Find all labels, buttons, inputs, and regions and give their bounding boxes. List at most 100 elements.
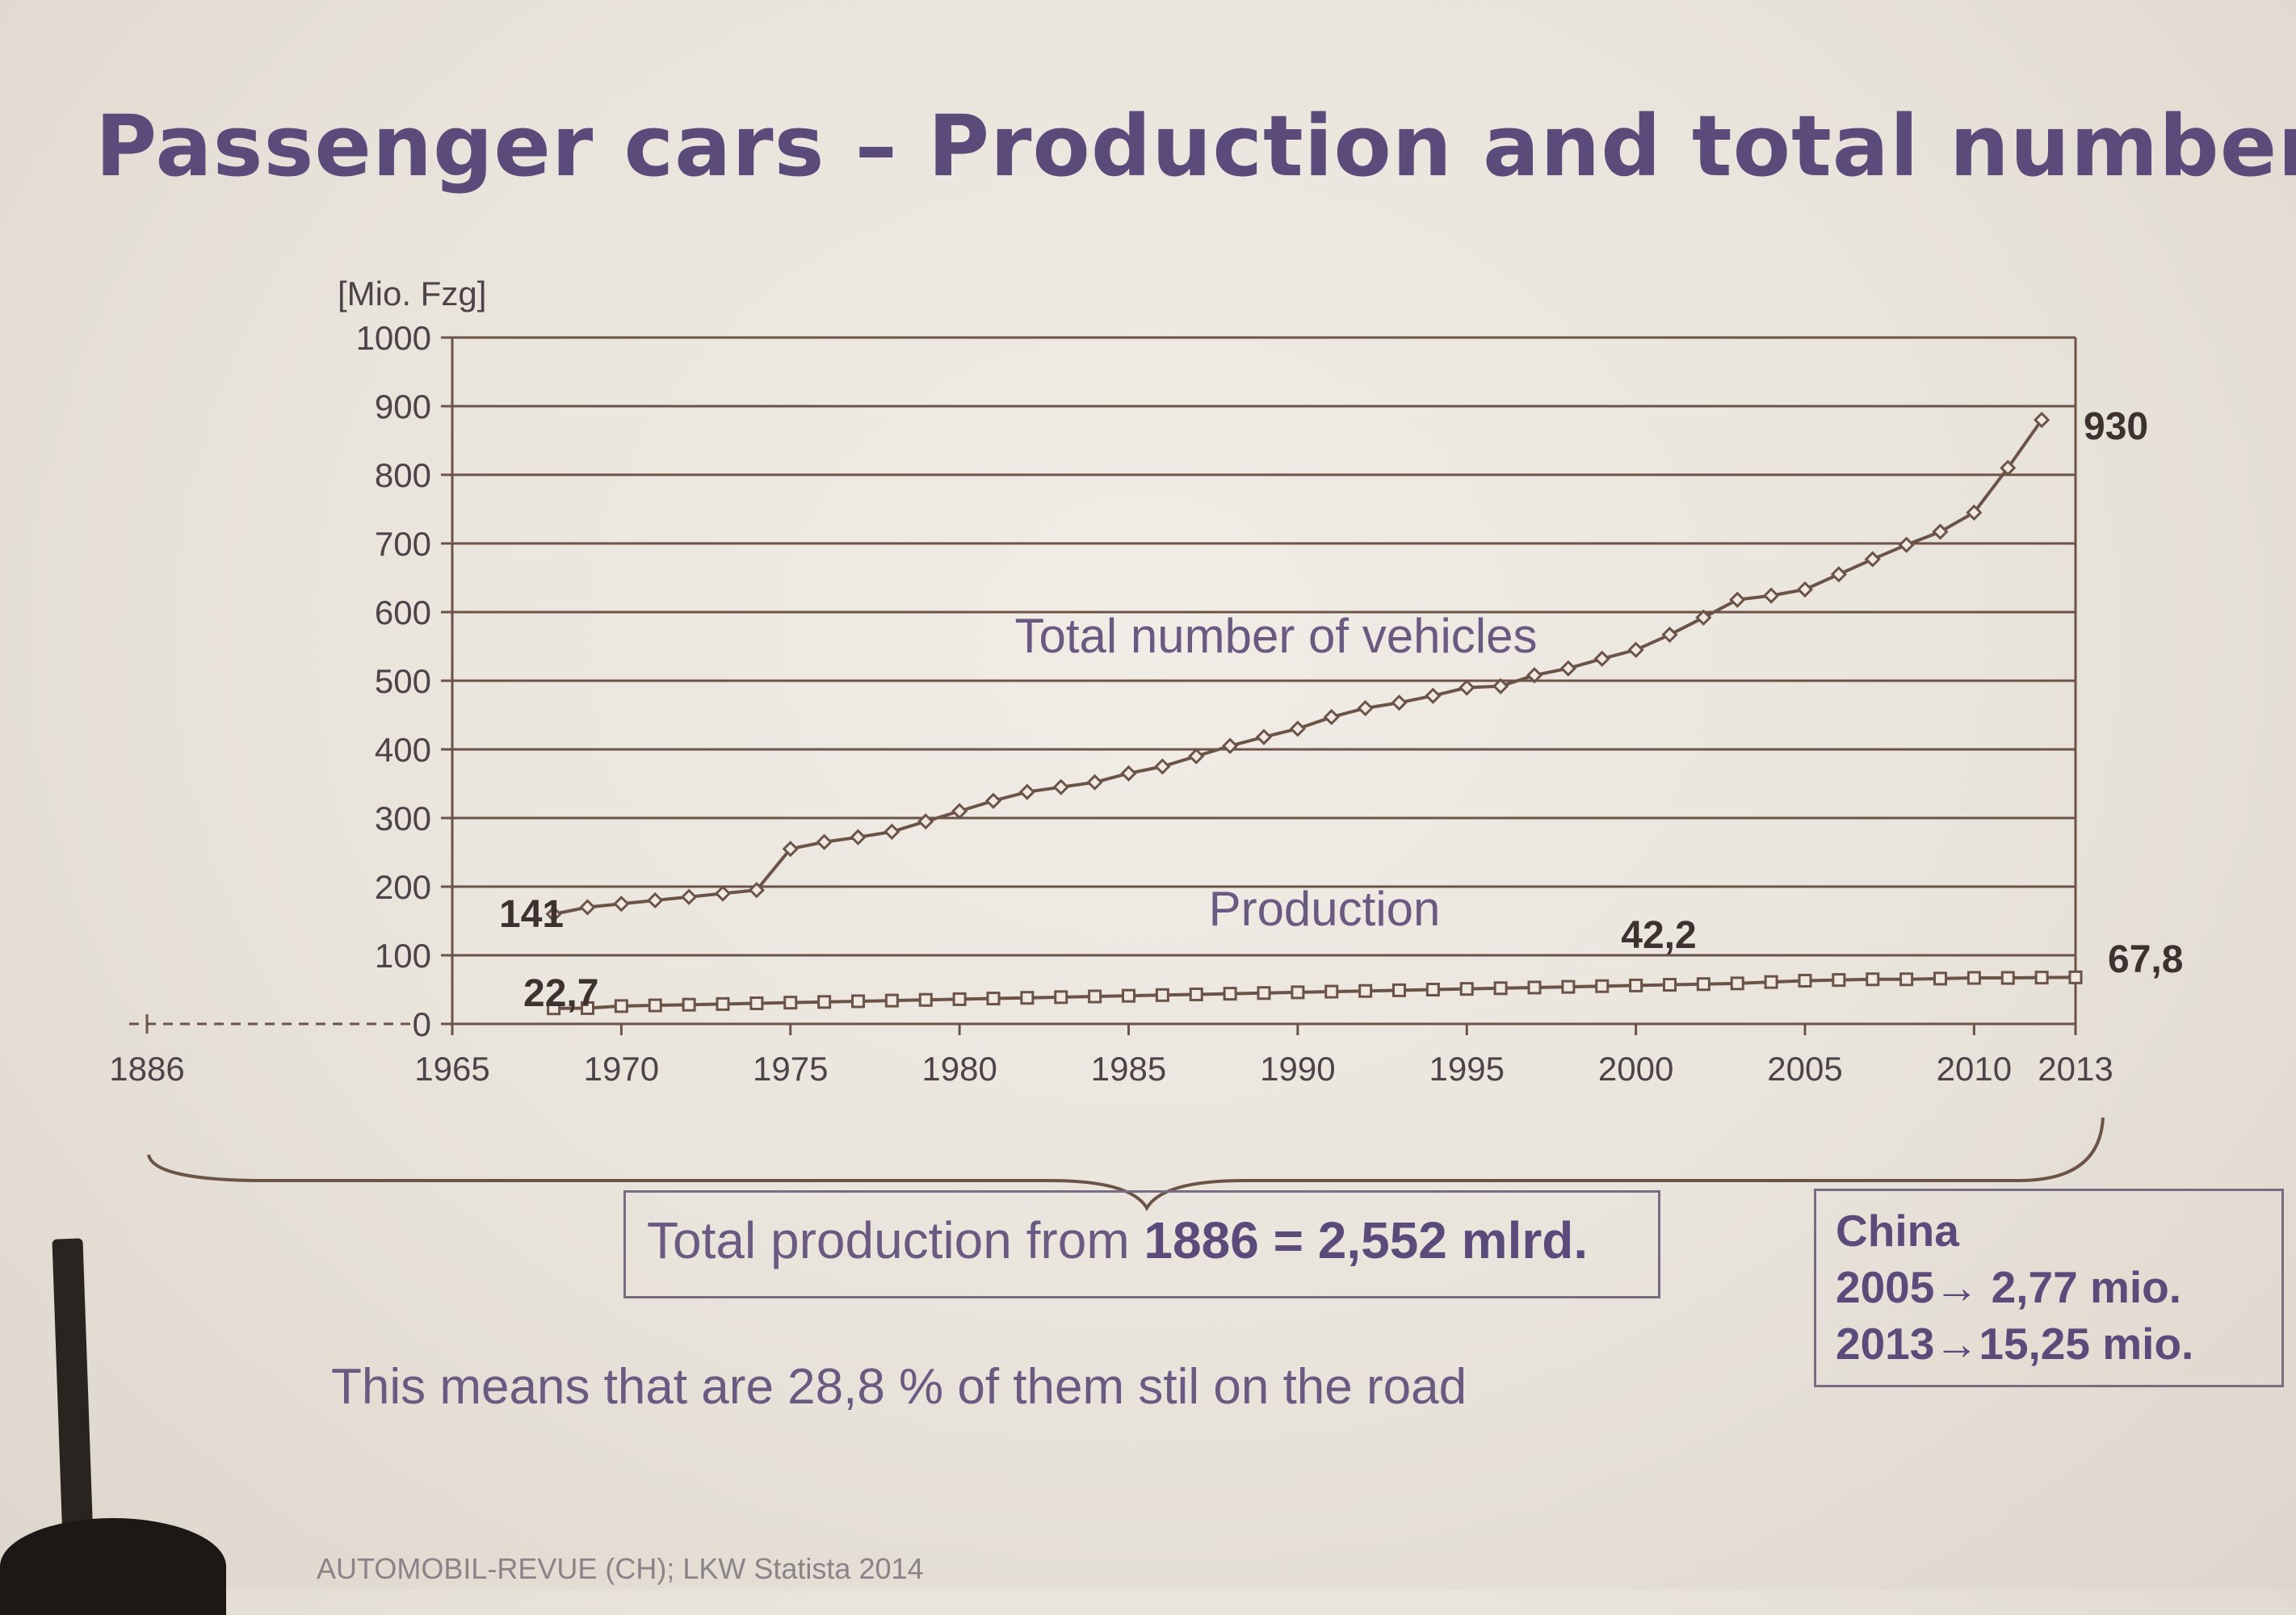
series-label-total: Total number of vehicles (1015, 609, 1538, 663)
point-production-1993 (1392, 983, 1406, 997)
point-production-1994 (1425, 983, 1440, 996)
total-production-prefix: Total production from (647, 1211, 1144, 1269)
point-production-1971 (648, 998, 662, 1013)
point-total-2012 (2034, 411, 2050, 429)
point-production-1989 (1257, 986, 1271, 1000)
annotation-production-start: 22,7 (523, 972, 598, 1015)
point-production-1982 (1020, 991, 1035, 1005)
point-production-1969 (581, 1000, 594, 1015)
point-total-1986 (1154, 758, 1171, 775)
point-production-1995 (1459, 982, 1474, 996)
point-production-1975 (783, 996, 798, 1010)
point-production-1985 (1122, 988, 1135, 1003)
point-total-2008 (1898, 536, 1915, 553)
total-production-box: Total production from 1886 = 2,552 mlrd. (623, 1190, 1660, 1298)
point-production-2012 (2034, 971, 2049, 985)
point-total-1969 (579, 899, 596, 916)
point-total-2010 (1966, 504, 1983, 521)
point-total-1993 (1391, 694, 1408, 711)
point-total-1978 (884, 823, 900, 841)
point-production-1972 (682, 997, 696, 1012)
point-production-1978 (884, 993, 899, 1008)
y-tick-label-100: 100 (375, 937, 431, 975)
point-total-1984 (1086, 774, 1103, 791)
point-production-2002 (1696, 977, 1710, 992)
china-line-2005: 2005→ 2,77 mio. (1836, 1262, 2182, 1312)
point-total-1968 (545, 905, 562, 923)
annotation-production-2000: 42,2 (1621, 914, 1696, 957)
x-tick-label-2005: 2005 (1767, 1050, 1842, 1088)
point-total-1981 (984, 792, 1002, 809)
point-total-1973 (714, 885, 732, 902)
point-production-2001 (1663, 978, 1677, 992)
stand-base (0, 1518, 226, 1615)
slide-title: Passenger cars – Production and total nu… (95, 97, 2296, 195)
point-total-1999 (1593, 650, 1610, 667)
point-production-1988 (1223, 987, 1237, 1001)
series-label-production: Production (1209, 882, 1441, 936)
china-title: China (1836, 1206, 1959, 1256)
china-line-2013: 2013→15,25 mio. (1836, 1319, 2194, 1369)
point-total-1996 (1492, 677, 1509, 694)
point-production-2007 (1866, 972, 1880, 987)
source-citation: AUTOMOBIL-REVUE (CH); LKW Statista 2014 (317, 1552, 924, 1585)
point-production-1998 (1561, 979, 1576, 994)
point-total-1990 (1289, 720, 1306, 737)
x-origin-label: 1886 (109, 1050, 184, 1088)
series-line-production (553, 975, 2076, 1010)
point-total-1972 (681, 888, 698, 905)
y-tick-label-600: 600 (375, 594, 431, 631)
point-production-2005 (1798, 973, 1812, 988)
point-total-1975 (782, 841, 799, 858)
y-tick-label-500: 500 (375, 662, 431, 700)
point-production-1991 (1324, 984, 1339, 999)
point-total-1987 (1188, 748, 1205, 765)
point-total-1988 (1222, 737, 1239, 754)
y-tick-label-200: 200 (375, 868, 431, 906)
point-total-2003 (1729, 591, 1746, 608)
point-production-2000 (1629, 978, 1643, 992)
point-production-2010 (1967, 971, 1981, 985)
point-total-1979 (917, 813, 934, 830)
point-production-2009 (1933, 971, 1947, 986)
x-tick-label-1965: 1965 (414, 1050, 489, 1088)
point-production-1977 (851, 994, 865, 1009)
point-production-1968 (547, 1001, 561, 1016)
point-total-1982 (1018, 783, 1035, 800)
point-total-2009 (1932, 523, 1949, 540)
point-production-2011 (2000, 971, 2015, 985)
point-production-2006 (1832, 973, 1846, 988)
x-tick-label-1985: 1985 (1091, 1050, 1166, 1088)
point-production-1997 (1527, 980, 1542, 995)
x-tick-label-1970: 1970 (584, 1050, 659, 1088)
point-production-1974 (749, 996, 764, 1010)
point-total-1998 (1559, 660, 1576, 677)
point-total-1977 (850, 828, 867, 845)
point-total-2000 (1627, 641, 1644, 658)
x-tick-label-1995: 1995 (1429, 1050, 1505, 1088)
y-tick-label-1000: 1000 (356, 319, 431, 357)
point-total-1997 (1526, 667, 1543, 684)
x-tick-label-2000: 2000 (1598, 1050, 1673, 1088)
summary-brace (147, 1117, 2105, 1211)
series-line-total (553, 418, 2043, 916)
point-total-1976 (816, 833, 833, 850)
y-tick-label-800: 800 (375, 456, 431, 494)
point-total-1991 (1323, 708, 1340, 726)
point-total-1983 (1052, 778, 1069, 795)
point-total-2007 (1864, 551, 1881, 568)
road-share-note: This means that are 28,8 % of them stil … (331, 1359, 1467, 1415)
point-production-2004 (1764, 975, 1778, 989)
point-production-2008 (1899, 972, 1914, 987)
point-production-1980 (952, 992, 967, 1006)
point-total-2002 (1695, 609, 1712, 626)
point-production-1986 (1155, 988, 1169, 1002)
y-tick-label-0: 0 (413, 1005, 431, 1043)
point-production-2003 (1730, 976, 1744, 991)
point-total-1992 (1357, 699, 1374, 717)
point-total-2004 (1763, 587, 1780, 604)
point-total-1995 (1459, 679, 1475, 696)
x-tick-label-1975: 1975 (753, 1050, 828, 1088)
annotation-total-end: 930 (2084, 405, 2148, 448)
annotation-total-start: 141 (499, 893, 564, 936)
